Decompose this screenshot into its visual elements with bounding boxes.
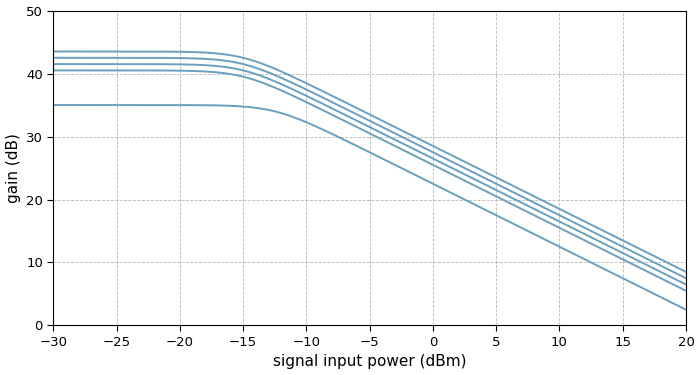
- Y-axis label: gain (dB): gain (dB): [6, 133, 20, 203]
- X-axis label: signal input power (dBm): signal input power (dBm): [273, 354, 466, 369]
